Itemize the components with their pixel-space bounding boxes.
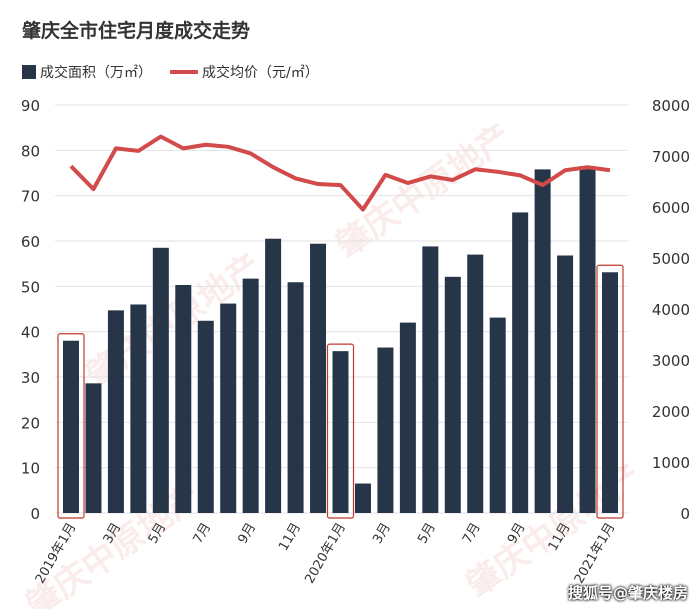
y-left-tick-label: 70 [21, 188, 40, 206]
y-right-tick-label: 5000 [652, 250, 690, 268]
bar [85, 383, 102, 513]
highlight-box [596, 264, 624, 519]
x-tick-label: 5月 [415, 521, 439, 547]
bar [467, 254, 484, 513]
bar [332, 351, 349, 513]
bar [242, 278, 259, 513]
bar [197, 320, 214, 513]
x-tick-label: 7月 [460, 521, 484, 547]
bar [287, 282, 304, 513]
y-left-tick-label: 50 [21, 278, 40, 296]
y-right-tick-label: 8000 [652, 97, 690, 115]
bar [399, 322, 416, 513]
y-left-tick-label: 80 [21, 142, 40, 160]
legend-line-label: 成交均价（元/㎡） [202, 65, 319, 81]
y-left-tick-label: 10 [21, 460, 40, 478]
highlight-box [326, 343, 355, 519]
watermark-text: 肇庆中原地产 [79, 246, 269, 396]
y-right-tick-label: 7000 [652, 148, 690, 166]
bar [422, 246, 439, 513]
chart-title: 肇庆全市住宅月度成交走势 [22, 20, 251, 42]
y-left-tick-label: 60 [21, 233, 40, 251]
x-tick-label: 3月 [370, 521, 394, 547]
bar [489, 317, 506, 513]
x-tick-label: 11月 [276, 521, 304, 554]
price-line [69, 134, 611, 212]
y-right-tick-label: 1000 [652, 454, 690, 472]
bar [265, 238, 282, 513]
watermark-text: 肇庆中原地产 [329, 116, 519, 266]
bar [152, 247, 169, 514]
x-tick-label: 7月 [191, 521, 215, 547]
y-right-tick-label: 6000 [652, 199, 690, 217]
footer-watermark: 搜狐号@肇庆楼房 [567, 584, 688, 602]
legend-bar-swatch [22, 65, 36, 79]
y-left-tick-label: 30 [21, 369, 40, 387]
bar [579, 166, 596, 513]
bar [602, 272, 618, 513]
y-left-tick-label: 90 [21, 97, 40, 115]
legend: 成交面积（万㎡） 成交均价（元/㎡） [22, 62, 319, 82]
bar [310, 243, 327, 513]
y-left-tick-label: 0 [30, 505, 40, 523]
bar [512, 212, 529, 513]
y-left-tick-label: 20 [21, 414, 40, 432]
bar [130, 304, 147, 513]
bar [534, 169, 551, 513]
bar [444, 276, 461, 513]
legend-bar-label: 成交面积（万㎡） [40, 65, 152, 81]
bar [220, 303, 237, 513]
bar [377, 347, 394, 513]
y-right-tick-label: 2000 [652, 403, 690, 421]
bar [354, 483, 371, 513]
bar [557, 255, 574, 514]
y-right-tick-label: 0 [680, 505, 690, 523]
x-tick-label: 9月 [235, 521, 259, 547]
y-right-tick-label: 4000 [652, 301, 690, 319]
x-tick-label: 2020年1月 [302, 521, 349, 587]
y-right-tick-label: 3000 [652, 352, 690, 370]
legend-line-swatch [170, 70, 198, 74]
y-left-tick-label: 40 [21, 324, 40, 342]
highlight-box [57, 333, 85, 519]
bar [63, 340, 79, 513]
bar [175, 284, 192, 513]
bar [107, 310, 124, 513]
